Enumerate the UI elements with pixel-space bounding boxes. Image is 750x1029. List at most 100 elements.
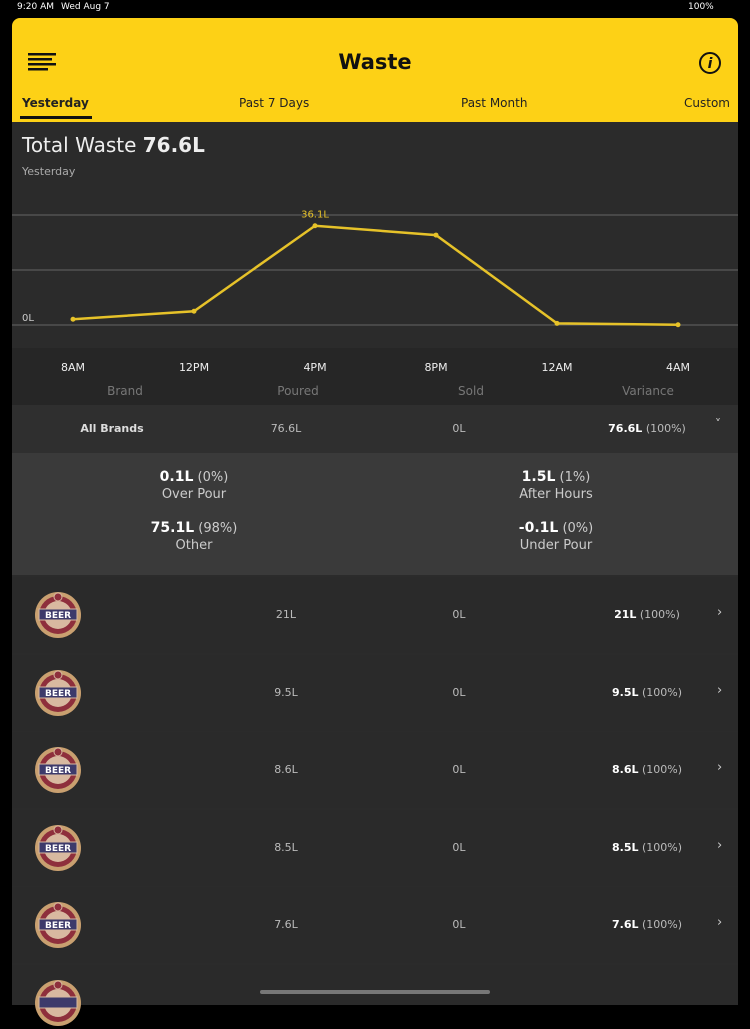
y-tick-label: 0L	[22, 313, 34, 324]
stat-label: Other	[175, 538, 213, 553]
summary: Total Waste 76.6L	[22, 133, 205, 157]
stat-value: 1.5L	[521, 469, 556, 485]
variance: 7.6L (100%)	[567, 918, 727, 931]
tab[interactable]: Custom	[684, 96, 730, 110]
line	[72, 224, 679, 326]
tab[interactable]: Past Month	[461, 96, 528, 110]
brand-badge: BEER	[35, 902, 81, 948]
stat-value-line: 1.5L (1%)	[456, 469, 656, 485]
stat-pct: (98%)	[198, 521, 238, 536]
variance: 8.5L (100%)	[567, 841, 727, 854]
header: Waste i Yesterday Past 7 Days Past Month…	[12, 18, 738, 122]
sold: 0L	[452, 422, 466, 435]
brand-row[interactable]	[12, 964, 738, 1026]
column-header: Poured	[277, 384, 319, 398]
poured: 7.6L	[274, 918, 298, 931]
sold: 0L	[452, 918, 466, 931]
axis-band	[12, 348, 738, 405]
status-time: 9:20 AM	[17, 2, 54, 12]
status-date: Wed Aug 7	[61, 2, 110, 12]
menu-button[interactable]	[28, 52, 58, 72]
x-tick-label: 12AM	[541, 361, 572, 374]
stat: 1.5L (1%) After Hours	[456, 469, 656, 502]
variance-value: 8.5L	[611, 840, 639, 854]
brand-badge: BEER	[35, 669, 81, 716]
x-tick-label: 8AM	[61, 361, 85, 374]
poured: 8.6L	[274, 763, 298, 776]
x-tick-label: 12PM	[179, 361, 209, 374]
variance-value: 8.6L	[611, 763, 639, 776]
variance: 76.6L (100%)	[567, 422, 727, 435]
stat-value: 75.1L	[150, 520, 195, 536]
home-indicator	[260, 990, 490, 994]
x-tick-label: 8PM	[424, 361, 447, 374]
x-tick-label: 4AM	[666, 361, 690, 374]
stat-label: Under Pour	[519, 538, 593, 553]
brand-row[interactable]: BEER 8.6L 0L 8.6L (100%) ›	[12, 732, 738, 808]
badge-text: BEER	[45, 689, 71, 699]
summary-label: Total Waste	[22, 133, 137, 157]
badge-text: BEER	[45, 766, 71, 776]
poured: 9.5L	[274, 685, 298, 699]
column-header: Sold	[458, 384, 484, 398]
x-tick-label: 4PM	[303, 361, 326, 374]
sold: 0L	[452, 840, 466, 854]
variance-pct: (100%)	[641, 763, 683, 776]
chart: 0L 8AM 12PM 4PM 8PM 12AM 4AM 36.1L	[12, 210, 738, 405]
brand-badge: BEER	[35, 824, 81, 871]
variance: 9.5L (100%)	[567, 686, 727, 699]
stat-value: 0.1L	[159, 469, 194, 485]
chevron: ›	[717, 915, 723, 930]
stat: 75.1L (98%) Other	[94, 520, 294, 553]
tab[interactable]: Past 7 Days	[239, 96, 310, 110]
sold: 0L	[452, 608, 466, 621]
info-button[interactable]: i	[698, 51, 722, 75]
variance-pct: (100%)	[641, 840, 683, 854]
stat-label: After Hours	[519, 487, 593, 502]
variance: 21L (100%)	[567, 608, 727, 621]
brand-badge: BEER	[35, 592, 81, 638]
variance-value: 21L	[614, 608, 637, 621]
badge-text: BEER	[45, 611, 71, 621]
page-title: Waste	[338, 50, 412, 74]
tab[interactable]: Yesterday	[22, 96, 89, 110]
brand-row[interactable]: BEER 9.5L 0L 9.5L (100%) ›	[12, 654, 738, 731]
chevron: ›	[717, 760, 723, 775]
brand-badge	[35, 979, 81, 1026]
stat: 0.1L (0%) Over Pour	[94, 469, 294, 502]
stat-label: Over Pour	[161, 487, 227, 502]
data-label: 36.1L	[301, 210, 329, 221]
chevron: ˅	[715, 417, 721, 431]
variance-value: 76.6L	[608, 422, 643, 435]
chevron: ›	[717, 682, 723, 698]
point	[70, 316, 76, 322]
column-header: Variance	[622, 384, 674, 398]
poured: 8.5L	[274, 840, 298, 854]
point	[312, 223, 318, 229]
poured: 21L	[275, 608, 297, 621]
chevron: ›	[717, 605, 723, 620]
variance-pct: (100%)	[639, 608, 680, 621]
variance: 8.6L (100%)	[567, 763, 727, 776]
point	[433, 232, 439, 238]
point	[191, 308, 197, 314]
status-battery: 100%	[688, 2, 714, 12]
sold: 0L	[452, 685, 466, 699]
svg-text:i: i	[708, 56, 713, 72]
brand-row[interactable]: BEER 8.5L 0L 8.5L (100%) ›	[12, 809, 738, 886]
stat: -0.1L (0%) Under Pour	[456, 520, 656, 553]
stat-pct: (0%)	[562, 521, 594, 536]
stat-value-line: 0.1L (0%)	[94, 469, 294, 485]
variance-pct: (100%)	[641, 918, 683, 931]
stat-pct: (0%)	[197, 470, 229, 485]
chevron: ›	[717, 837, 723, 853]
stat-pct: (1%)	[559, 470, 591, 485]
total-row[interactable]: All Brands 76.6L 0L 76.6L (100%) ˅	[12, 405, 738, 453]
variance-value: 7.6L	[611, 918, 639, 931]
variance-pct: (100%)	[641, 685, 683, 699]
stat-value-line: -0.1L (0%)	[456, 520, 656, 536]
variance-value: 9.5L	[611, 685, 639, 699]
tab-underline	[20, 116, 92, 119]
brand-row[interactable]: BEER 7.6L 0L 7.6L (100%) ›	[12, 887, 738, 963]
brand-row[interactable]: BEER 21L 0L 21L (100%) ›	[12, 577, 738, 653]
